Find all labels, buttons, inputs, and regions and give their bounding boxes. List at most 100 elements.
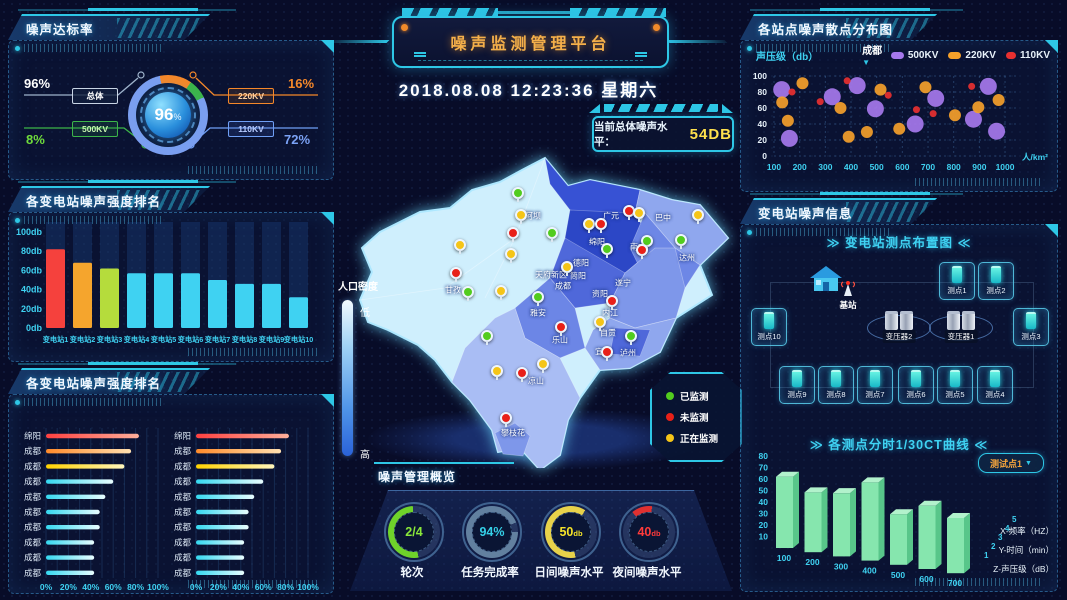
sensor-icon (870, 370, 880, 387)
equalizer-ticks (187, 580, 318, 588)
equalizer-ticks (24, 398, 161, 406)
map-pin-icon[interactable] (555, 321, 567, 336)
equalizer-ticks (187, 166, 318, 174)
svg-text:200: 200 (793, 162, 807, 172)
svg-text:60: 60 (758, 103, 768, 113)
sensor-card[interactable]: 测点4 (977, 366, 1013, 404)
density-gradient-bar (342, 300, 353, 456)
yellow-dot-icon (666, 434, 674, 442)
map-pin-icon[interactable] (481, 330, 493, 345)
svg-text:变电站4: 变电站4 (124, 335, 150, 344)
region-dropdown[interactable]: 成都 ▼ (862, 42, 891, 68)
transformer-icon (947, 311, 975, 330)
map-pin-icon[interactable] (595, 218, 607, 233)
testpoint-dropdown[interactable]: 测试点1 ▼ (978, 453, 1044, 473)
city-label: 雅安 (530, 308, 546, 318)
svg-text:变电站8: 变电站8 (232, 335, 258, 344)
overview-gauge: 50db (541, 502, 601, 562)
map-pin-icon[interactable] (505, 248, 517, 263)
map-markers-layer: 阿坝甘孜广元巴中绵阳南充达州德阳天府新区简阳成都遂宁资阳雅安内江自贡乐山宜宾泸州… (345, 118, 737, 468)
current-noise-badge: 当前总体噪声水平： 54DB (592, 116, 734, 152)
map-pin-icon[interactable] (636, 244, 648, 259)
testpoint-dropdown-value: 测试点1 (990, 458, 1023, 469)
svg-text:100%: 100% (147, 582, 169, 592)
svg-text:100%: 100% (297, 582, 319, 592)
datetime-text: 2018.08.08 12:23:36 星期六 (398, 81, 659, 100)
map-pin-icon[interactable] (450, 267, 462, 282)
city-label: 凉山 (528, 376, 544, 386)
sensor-card[interactable]: 测点10 (751, 308, 787, 346)
scatter-plot: 100 200 300 400 500 600 700 800 900 1000 0 20 40 60 80… (753, 71, 1048, 172)
svg-text:成都: 成都 (174, 568, 192, 578)
gauge-value: 94% (479, 525, 505, 539)
sensor-card[interactable]: 测点1 (939, 262, 975, 300)
map-pin-icon[interactable] (561, 261, 573, 276)
svg-text:0: 0 (762, 151, 767, 161)
svg-text:20%: 20% (60, 582, 77, 592)
map-pin-icon[interactable] (532, 291, 544, 306)
map-pin-icon[interactable] (507, 227, 519, 242)
equalizer-ticks (24, 44, 161, 52)
map-pin-icon[interactable] (633, 207, 645, 222)
legend-label: 未监测 (680, 413, 709, 424)
map-pin-icon[interactable] (692, 209, 704, 224)
banner-stripe-left (402, 8, 498, 17)
svg-text:30: 30 (759, 509, 769, 519)
panel-accent-line (18, 362, 237, 365)
sensor-card[interactable]: 测点7 (857, 366, 893, 404)
svg-text:20db: 20db (21, 304, 43, 314)
panel-header: 各站点噪声散点分布图 (740, 14, 937, 40)
sensor-card[interactable]: 测点8 (818, 366, 854, 404)
density-low-label: 低 (360, 308, 370, 319)
map-pin-icon[interactable] (500, 412, 512, 427)
map-pin-icon[interactable] (515, 209, 527, 224)
map-pin-icon[interactable] (491, 365, 503, 380)
purple-dot-icon (890, 51, 904, 59)
svg-text:成都: 成都 (174, 522, 192, 532)
map-pin-icon[interactable] (601, 346, 613, 361)
map-pin-icon[interactable] (606, 295, 618, 310)
svg-text:成都: 成都 (24, 492, 42, 502)
map-pin-icon[interactable] (462, 286, 474, 301)
svg-text:600: 600 (895, 162, 909, 172)
compliance-gauge: 96 % (128, 75, 208, 155)
svg-text:成都: 成都 (24, 522, 42, 532)
svg-text:300: 300 (818, 162, 832, 172)
sensor-card[interactable]: 测点9 (779, 366, 815, 404)
stat-220kv-value: 16% (288, 76, 315, 91)
map-pin-icon[interactable] (675, 234, 687, 249)
map-pin-icon[interactable] (495, 285, 507, 300)
overview-gauge: 2/4 (384, 502, 444, 562)
svg-text:60: 60 (759, 474, 769, 484)
map-pin-icon[interactable] (516, 367, 528, 382)
svg-text:变电站1: 变电站1 (43, 335, 69, 344)
sensor-card[interactable]: 测点2 (978, 262, 1014, 300)
sensor-card[interactable]: 测点6 (898, 366, 934, 404)
red-dot-icon (666, 413, 674, 421)
sensor-card[interactable]: 测点3 (1013, 308, 1049, 346)
svg-text:3: 3 (998, 533, 1003, 542)
gauge-value: 50db (559, 525, 583, 539)
gauge-center: 2/4 (394, 512, 434, 552)
svg-text:40: 40 (758, 119, 768, 129)
legend-item-unmonitored: 未监测 (666, 410, 740, 424)
svg-text:1: 1 (984, 551, 989, 560)
svg-text:40db: 40db (21, 285, 43, 295)
map-pin-icon[interactable] (625, 330, 637, 345)
map-pin-icon[interactable] (583, 218, 595, 233)
sensor-card[interactable]: 测点5 (937, 366, 973, 404)
map-pin-icon[interactable] (537, 358, 549, 373)
sensor-icon (950, 370, 960, 387)
map-pin-icon[interactable] (512, 187, 524, 202)
gauge-center: 96 % (145, 92, 191, 138)
map-pin-icon[interactable] (546, 227, 558, 242)
svg-text:700: 700 (948, 578, 962, 588)
map-pin-icon[interactable] (594, 316, 606, 331)
map-pin-icon[interactable] (454, 239, 466, 254)
legend-label: 正在监测 (680, 434, 719, 445)
svg-text:成都: 成都 (24, 537, 42, 547)
banner-wing-left (328, 40, 390, 43)
svg-text:400: 400 (844, 162, 858, 172)
badge-stripes (604, 104, 718, 112)
map-pin-icon[interactable] (601, 243, 613, 258)
